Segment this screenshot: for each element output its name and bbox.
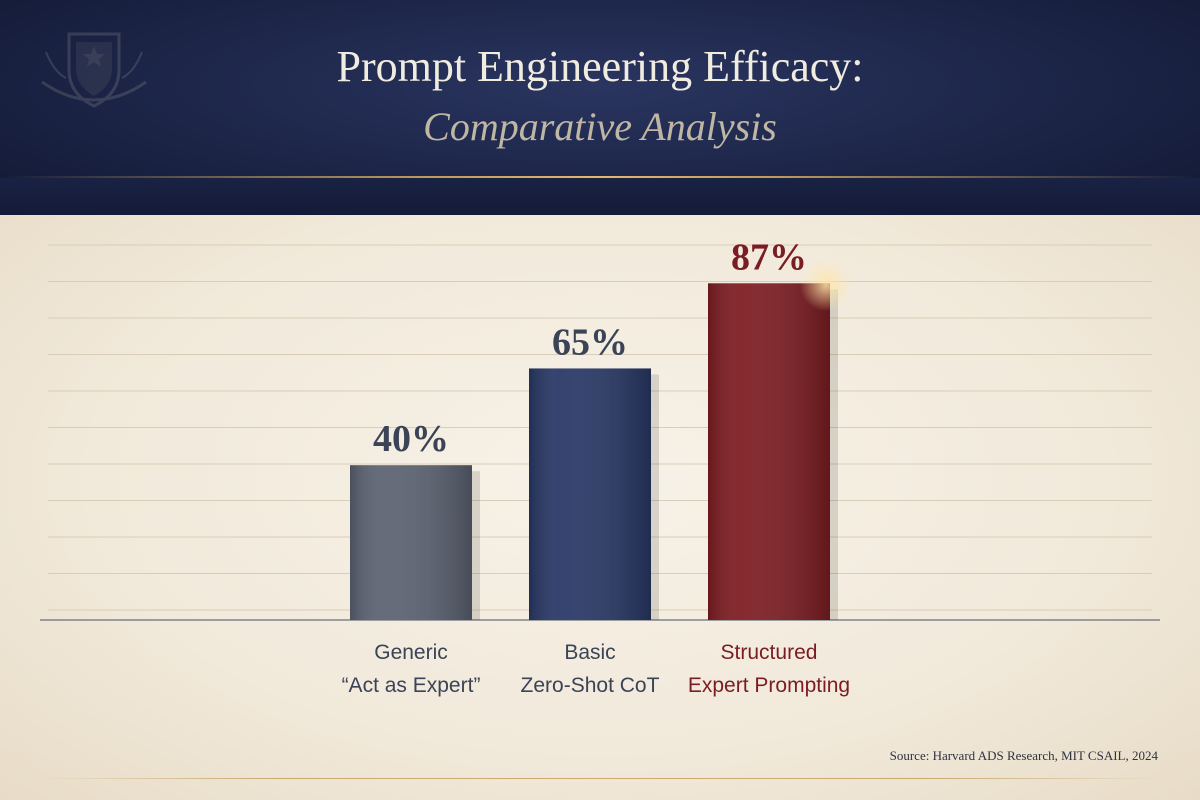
category-label-3-line-2: Expert Prompting [688, 674, 850, 697]
value-label-1: 40% [373, 418, 449, 460]
value-label-3: 87% [731, 236, 807, 278]
category-label-3-line-1: Structured [721, 641, 818, 664]
category-label-1-line-2: “Act as Expert” [342, 674, 481, 697]
header-gold-rule [0, 176, 1200, 178]
bar-sheen [708, 283, 830, 620]
source-citation: Source: Harvard ADS Research, MIT CSAIL,… [889, 748, 1158, 763]
footer-gold-rule [40, 778, 1160, 779]
category-label-2-line-1: Basic [564, 641, 615, 664]
value-label-2: 65% [552, 321, 628, 363]
chart-title: Prompt Engineering Efficacy: [336, 42, 864, 91]
highlight-glow [800, 259, 852, 312]
header-lower-band [0, 178, 1200, 215]
bar-sheen [529, 368, 651, 620]
crest-watermark-icon [41, 32, 147, 108]
bar-sheen [350, 465, 472, 620]
category-label-2-line-2: Zero-Shot CoT [521, 674, 660, 697]
category-label-1-line-1: Generic [374, 641, 448, 664]
chart-subtitle: Comparative Analysis [423, 104, 777, 149]
